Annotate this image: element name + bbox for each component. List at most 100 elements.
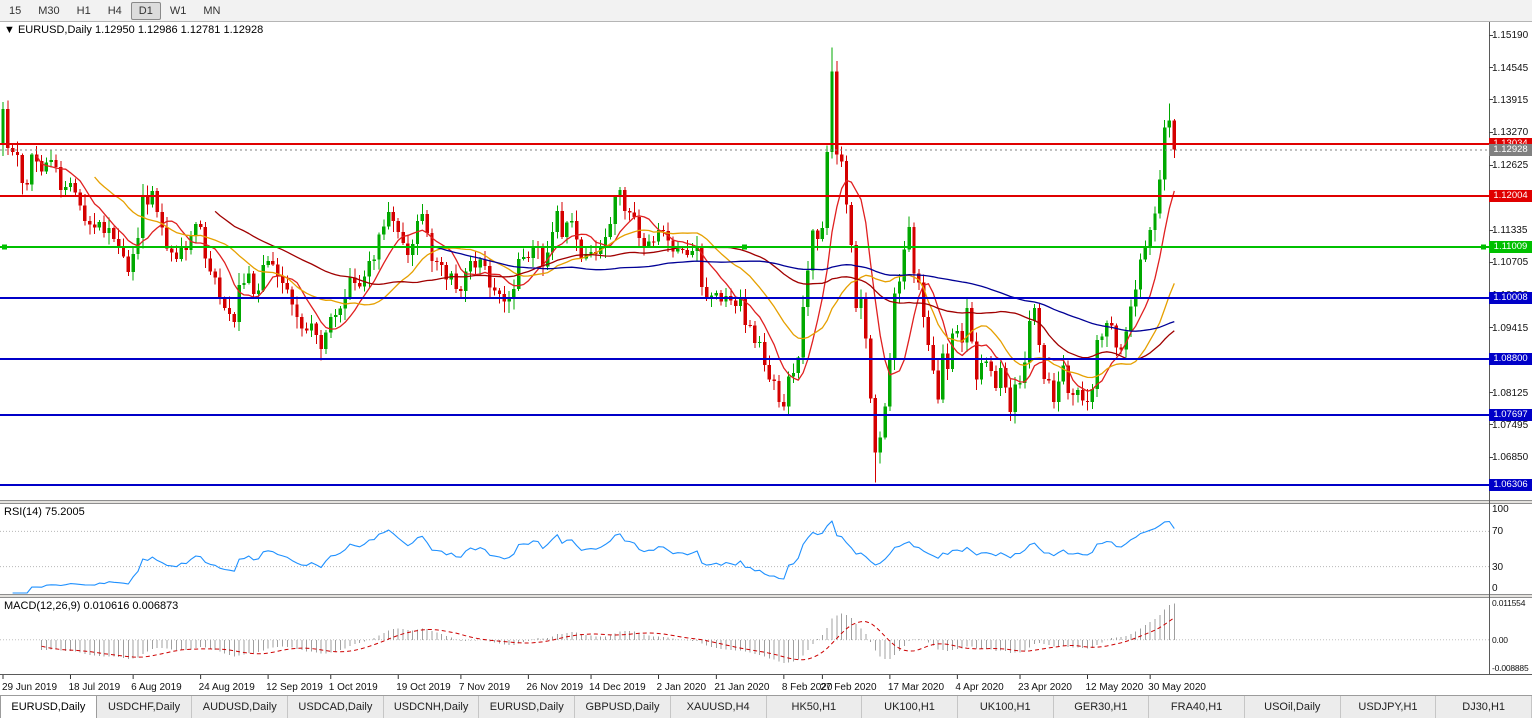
date-axis-label: 24 Aug 2019 <box>199 682 256 693</box>
date-axis-label: 4 Apr 2020 <box>955 682 1004 693</box>
rsi-canvas[interactable] <box>0 504 1489 594</box>
macd-canvas[interactable] <box>0 598 1489 674</box>
timeframe-toolbar: 15 M30 H1 H4 D1 W1 MN <box>0 0 1532 22</box>
macd-name: MACD(12,26,9) <box>4 600 81 612</box>
chart-tab-dj30-h1[interactable]: DJ30,H1 <box>1436 696 1532 718</box>
macd-axis-label: -0.008885 <box>1492 663 1529 673</box>
chart-tab-xauusd-h4[interactable]: XAUUSD,H4 <box>670 696 767 718</box>
price-scale-divider <box>1489 22 1490 674</box>
rsi-title: RSI(14) 75.2005 <box>4 506 85 518</box>
timeframe-button-H1[interactable]: H1 <box>76 4 91 17</box>
date-axis-label: 21 Jan 2020 <box>714 682 769 693</box>
level-price-badge: 1.12004 <box>1489 190 1532 203</box>
macd-title: MACD(12,26,9) 0.010616 0.006873 <box>4 600 178 612</box>
bid-price-badge: 1.12928 <box>1489 143 1532 156</box>
level-price-badge: 1.11009 <box>1489 240 1532 253</box>
rsi-axis-label: 70 <box>1492 526 1504 538</box>
rsi-window[interactable]: RSI(14) 75.2005 <box>0 504 1489 594</box>
horizontal-level-lines[interactable] <box>0 143 1489 486</box>
date-axis-label: 12 May 2020 <box>1086 682 1144 693</box>
chart-tab-audusd-daily[interactable]: AUDUSD,Daily <box>192 696 289 718</box>
macd-histogram <box>41 603 1175 664</box>
line-handle[interactable] <box>742 244 747 250</box>
date-axis-label: 7 Nov 2019 <box>459 682 511 693</box>
price-axis-label: 1.08125 <box>1492 387 1529 399</box>
timeframe-button-W1[interactable]: W1 <box>169 4 187 17</box>
timeframe-button-15[interactable]: 15 <box>9 4 22 17</box>
chart-tab-eurusd-daily[interactable]: EURUSD,Daily <box>479 696 576 718</box>
macd-signal-line <box>41 617 1175 661</box>
chart-tab-usoil-daily[interactable]: USOil,Daily <box>1244 696 1341 718</box>
price-axis-label: 1.14545 <box>1492 62 1529 74</box>
level-price-badge: 1.07697 <box>1489 408 1532 421</box>
quote-low: 1.12781 <box>180 24 221 36</box>
price-tick-mark <box>1489 230 1493 231</box>
line-handle[interactable] <box>2 244 7 250</box>
price-axis-label: 1.12625 <box>1492 160 1529 172</box>
price-axis-label: 1.13270 <box>1492 127 1529 139</box>
chart-tab-usdchf-daily[interactable]: USDCHF,Daily <box>96 696 193 718</box>
chart-tab-eurusd-daily[interactable]: EURUSD,Daily <box>0 696 97 718</box>
price-tick-mark <box>1489 392 1493 393</box>
quote-high: 1.12986 <box>137 24 178 36</box>
date-axis-label: 30 May 2020 <box>1148 682 1206 693</box>
price-tick-mark <box>1489 457 1493 458</box>
macd-values: 0.010616 0.006873 <box>83 600 179 612</box>
price-tick-mark <box>1489 424 1493 425</box>
date-axis-label: 14 Dec 2019 <box>589 682 646 693</box>
price-tick-mark <box>1489 132 1493 133</box>
rsi-axis-label: 100 <box>1492 504 1509 515</box>
chart-tab-usdcnh-daily[interactable]: USDCNH,Daily <box>383 696 480 718</box>
date-axis-label: 12 Sep 2019 <box>266 682 323 693</box>
chart-expand-icon[interactable]: ▼ <box>4 24 15 36</box>
chart-tab-fra40-h1[interactable]: FRA40,H1 <box>1149 696 1245 718</box>
date-axis-label: 2 Jan 2020 <box>657 682 707 693</box>
chart-tab-ger30-h1[interactable]: GER30,H1 <box>1053 696 1150 718</box>
rsi-axis-label: 30 <box>1492 561 1504 573</box>
window-splitter[interactable] <box>0 594 1532 598</box>
quote-open: 1.12950 <box>94 24 135 36</box>
symbol-period-label: EURUSD,Daily <box>17 24 92 36</box>
chart-tab-usdcad-daily[interactable]: USDCAD,Daily <box>288 696 384 718</box>
date-axis-label: 17 Mar 2020 <box>888 682 945 693</box>
timeframe-button-H4[interactable]: H4 <box>107 4 122 17</box>
level-price-badge: 1.10008 <box>1489 291 1532 304</box>
date-axis-label: 19 Oct 2019 <box>396 682 451 693</box>
price-axis-label: 1.11335 <box>1492 225 1528 237</box>
macd-axis-label: 0.011554 <box>1492 598 1526 608</box>
price-axis-label: 1.13915 <box>1492 94 1529 106</box>
price-tick-mark <box>1489 327 1493 328</box>
time-axis[interactable]: 29 Jun 2019 18 Jul 2019 6 Aug 2019 24 Aug 2… <box>0 674 1532 695</box>
main-chart-window[interactable]: ▼ EURUSD,Daily 1.12950 1.12986 1.12781 1… <box>0 22 1489 500</box>
moving-average-lines <box>36 155 1175 392</box>
date-axis-label: 27 Feb 2020 <box>820 682 877 693</box>
price-axis-label: 1.06850 <box>1492 452 1529 464</box>
window-splitter[interactable] <box>0 500 1532 504</box>
timeframe-button-M30[interactable]: M30 <box>38 4 60 17</box>
rsi-value: 75.2005 <box>44 506 85 518</box>
date-axis-label: 6 Aug 2019 <box>131 682 182 693</box>
chart-tab-hk50-h1[interactable]: HK50,H1 <box>766 696 863 718</box>
timeframe-button-D1[interactable]: D1 <box>130 1 161 20</box>
date-axis-label: 23 Apr 2020 <box>1018 682 1072 693</box>
macd-window[interactable]: MACD(12,26,9) 0.010616 0.006873 <box>0 598 1489 674</box>
level-price-badge: 1.06306 <box>1489 479 1532 491</box>
price-tick-mark <box>1489 165 1493 166</box>
chart-tab-usdjpy-h1[interactable]: USDJPY,H1 <box>1340 696 1437 718</box>
price-tick-mark <box>1489 262 1493 263</box>
chart-tab-uk100-h1[interactable]: UK100,H1 <box>862 696 958 718</box>
price-tick-mark <box>1489 99 1493 100</box>
chart-tab-gbpusd-daily[interactable]: GBPUSD,Daily <box>575 696 671 718</box>
rsi-axis-label: 0 <box>1492 583 1498 594</box>
price-axis-label: 1.07495 <box>1492 419 1529 431</box>
price-tick-mark <box>1489 35 1493 36</box>
level-price-badge: 1.08800 <box>1489 352 1532 365</box>
chart-title: ▼ EURUSD,Daily 1.12950 1.12986 1.12781 1… <box>4 24 263 36</box>
chart-canvas[interactable] <box>0 22 1489 500</box>
timeframe-button-MN[interactable]: MN <box>203 4 221 17</box>
price-axis-label: 1.15190 <box>1492 30 1529 42</box>
chart-tab-uk100-h1[interactable]: UK100,H1 <box>957 696 1054 718</box>
line-handle[interactable] <box>1481 244 1486 250</box>
price-axis-label: 1.09415 <box>1492 322 1529 334</box>
